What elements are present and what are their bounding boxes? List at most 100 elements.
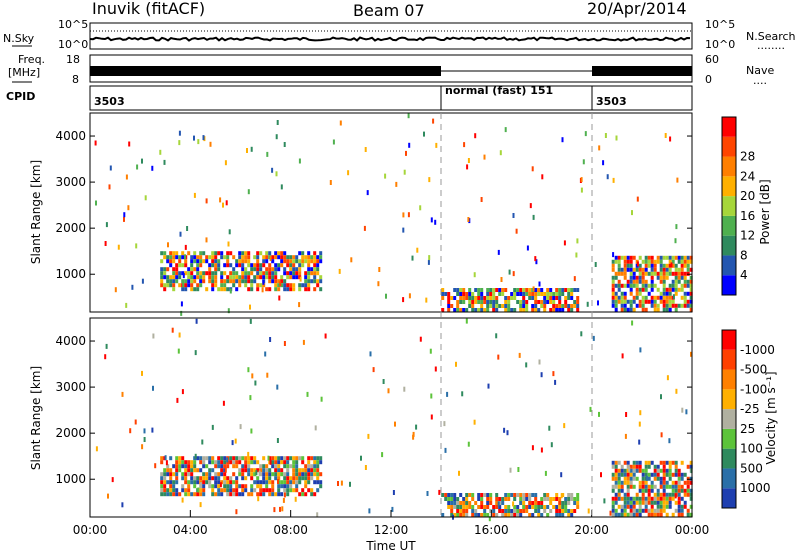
heatmap-cell <box>394 421 396 427</box>
heatmap-cell <box>617 295 621 300</box>
heatmap-cell <box>617 259 621 264</box>
heatmap-cell <box>262 492 266 497</box>
heatmap-cell <box>650 295 654 300</box>
heatmap-cell <box>169 263 173 268</box>
heatmap-cell <box>525 493 529 497</box>
xtick-label: 04:00 <box>173 523 208 537</box>
xtick-label: 12:00 <box>374 523 409 537</box>
heatmap-cell <box>653 468 657 473</box>
heatmap-cell <box>558 505 562 509</box>
heatmap-cell <box>169 472 173 477</box>
heatmap-cell <box>286 255 290 260</box>
heatmap-cell <box>275 171 278 177</box>
heatmap-cell <box>430 414 433 420</box>
heatmap-cell <box>289 267 293 272</box>
heatmap-cell <box>244 267 248 272</box>
heatmap-cell <box>531 296 535 300</box>
heatmap-cell <box>241 488 245 493</box>
heatmap-cell <box>301 468 305 473</box>
heatmap-cell <box>275 134 278 140</box>
heatmap-cell <box>683 500 687 505</box>
heatmap-cell <box>641 496 645 501</box>
heatmap-cell <box>617 512 621 517</box>
heatmap-cell <box>641 287 645 292</box>
cpid-panel-frame <box>89 85 693 111</box>
heatmap-cell <box>283 251 287 256</box>
heatmap-cell <box>659 291 663 296</box>
colorbar-segment <box>722 136 736 157</box>
heatmap-cell <box>279 506 281 512</box>
heatmap-cell <box>196 480 200 485</box>
heatmap-cell <box>489 501 493 505</box>
heatmap-cell <box>289 480 293 485</box>
heatmap-cell <box>268 456 272 461</box>
heatmap-cell <box>647 291 651 296</box>
heatmap-cell <box>205 464 209 469</box>
heatmap-cell <box>629 476 633 481</box>
heatmap-cell <box>271 488 275 493</box>
heatmap-cell <box>280 275 284 280</box>
heatmap-cell <box>271 279 275 284</box>
heatmap-cell <box>492 300 496 304</box>
heatmap-cell <box>163 159 166 165</box>
heatmap-cell <box>187 480 191 485</box>
heatmap-cell <box>471 509 475 513</box>
heatmap-cell <box>169 283 173 288</box>
heatmap-cell <box>271 275 275 280</box>
heatmap-cell <box>680 476 684 481</box>
heatmap-cell <box>283 472 287 477</box>
heatmap-cell <box>671 472 675 477</box>
heatmap-cell <box>614 480 618 485</box>
heatmap-cell <box>614 496 618 501</box>
heatmap-cell <box>689 267 693 272</box>
heatmap-cell <box>632 500 636 505</box>
heatmap-cell <box>169 484 173 489</box>
heatmap-cell <box>689 460 693 465</box>
heatmap-cell <box>277 456 281 461</box>
heatmap-cell <box>489 288 493 292</box>
heatmap-cell <box>629 291 633 296</box>
heatmap-cell <box>211 255 215 260</box>
heatmap-cell <box>247 189 250 195</box>
heatmap-cell <box>614 468 618 473</box>
heatmap-cell <box>632 255 636 260</box>
heatmap-cell <box>456 300 460 304</box>
heatmap-cell <box>498 304 502 308</box>
heatmap-cell <box>561 137 564 143</box>
heatmap-cell <box>644 488 648 493</box>
heatmap-cell <box>492 296 496 300</box>
heatmap-cell <box>249 318 252 324</box>
heatmap-cell <box>289 287 293 292</box>
heatmap-cell <box>641 307 645 312</box>
heatmap-cell <box>626 496 630 501</box>
heatmap-cell <box>510 513 514 517</box>
heatmap-cell <box>277 468 281 473</box>
heatmap-cell <box>283 460 287 465</box>
heatmap-cell <box>244 488 248 493</box>
heatmap-cell <box>175 267 179 272</box>
heatmap-cell <box>202 488 206 493</box>
heatmap-cell <box>247 279 251 284</box>
heatmap-cell <box>241 271 245 276</box>
heatmap-cell <box>638 299 642 304</box>
heatmap-cell <box>190 468 194 473</box>
heatmap-cell <box>653 299 657 304</box>
heatmap-cell <box>232 255 236 260</box>
heatmap-cell <box>522 304 526 308</box>
heatmap-cell <box>247 456 251 461</box>
heatmap-cell <box>298 251 302 256</box>
heatmap-cell <box>277 267 281 272</box>
heatmap-cell <box>172 259 176 264</box>
heatmap-cell <box>674 291 678 296</box>
heatmap-cell <box>540 505 544 509</box>
heatmap-cell <box>384 173 387 179</box>
colorbar-segment <box>722 196 736 216</box>
heatmap-cell <box>387 388 390 394</box>
heatmap-cell <box>307 275 311 280</box>
heatmap-cell <box>534 497 538 501</box>
heatmap-cell <box>244 275 248 280</box>
heatmap-cell <box>620 480 624 485</box>
heatmap-cell <box>219 197 222 203</box>
heatmap-cell <box>674 287 678 292</box>
heatmap-cell <box>668 283 672 288</box>
